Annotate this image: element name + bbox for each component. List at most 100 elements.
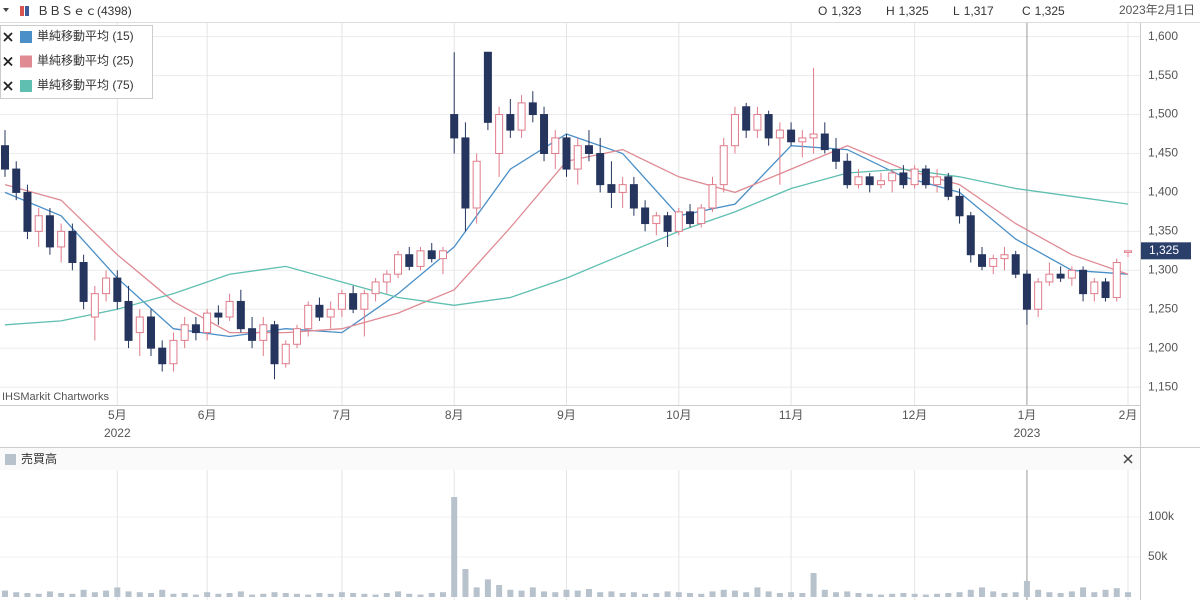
- volume-bar: [103, 590, 110, 597]
- ohlc-value: 1,317: [964, 4, 994, 18]
- candle-body: [1011, 254, 1020, 275]
- legend-remove[interactable]: [3, 56, 13, 67]
- volume-bar: [1080, 587, 1087, 597]
- volume-bar: [619, 593, 626, 597]
- candle-body: [1067, 269, 1076, 279]
- ohlc-value: 1,325: [1035, 4, 1065, 18]
- volume-bar: [1068, 591, 1075, 597]
- volume-bar: [889, 593, 896, 597]
- candle-body: [697, 207, 706, 225]
- y-tick-label: 1,400: [1148, 185, 1178, 199]
- volume-bar: [821, 589, 828, 597]
- volume-bar: [462, 569, 469, 597]
- candle-body: [225, 300, 234, 318]
- volume-bar: [125, 591, 132, 597]
- candle-body: [472, 160, 481, 209]
- candle-body: [787, 129, 796, 143]
- volume-bar: [249, 594, 256, 597]
- candle-body: [641, 207, 650, 225]
- volume-bar: [653, 593, 660, 597]
- candle-body: [124, 300, 133, 341]
- volume-bar: [541, 591, 548, 597]
- candle-body: [371, 281, 380, 295]
- year-label: 2023: [1014, 426, 1041, 440]
- legend-swatch: [20, 55, 32, 68]
- candle-body: [259, 324, 268, 341]
- volume-bar: [990, 591, 997, 597]
- volume-bar: [226, 593, 233, 597]
- y-tick-label: 1,450: [1148, 146, 1178, 160]
- volume-bar: [46, 591, 53, 597]
- volume-bar: [69, 593, 76, 597]
- candle-body: [540, 114, 549, 154]
- close-button[interactable]: [1123, 454, 1133, 464]
- volume-bar: [731, 590, 738, 597]
- candle-body: [483, 51, 492, 123]
- volume-bar: [237, 591, 244, 597]
- legend-remove[interactable]: [3, 32, 13, 42]
- candle-body: [1000, 254, 1009, 260]
- volume-bar: [979, 587, 986, 597]
- x-tick-label: 6月: [198, 408, 217, 422]
- candle-body: [1124, 250, 1132, 253]
- candle-body: [1056, 273, 1065, 279]
- candle-body: [68, 230, 77, 264]
- ohlc-value: 1,323: [831, 4, 861, 18]
- candle-body: [966, 215, 975, 256]
- candle-body: [416, 250, 425, 267]
- candle-body: [573, 145, 582, 170]
- volume-bar: [1046, 592, 1053, 597]
- candle-body: [427, 250, 436, 260]
- volume-bar: [833, 592, 840, 597]
- volume-bar: [664, 591, 671, 597]
- candle-body: [438, 250, 447, 260]
- candle-body: [326, 308, 335, 318]
- volume-bar: [136, 592, 143, 597]
- candle-body: [551, 137, 560, 154]
- candle-body: [1090, 281, 1099, 295]
- candle-body: [674, 211, 683, 232]
- candle-body: [506, 114, 515, 131]
- volume-bar: [922, 594, 929, 597]
- candle-body: [34, 215, 43, 232]
- volume-bar: [192, 594, 199, 597]
- candle-body: [618, 184, 627, 193]
- volume-bar: [282, 593, 289, 597]
- volume-bar: [911, 593, 918, 597]
- candle-body: [304, 304, 313, 330]
- candle-body: [495, 114, 504, 154]
- legend-label: 単純移動平均 (15): [37, 29, 134, 43]
- volume-bar: [507, 589, 514, 597]
- candle-body: [12, 168, 21, 193]
- ohlc-key: L: [953, 4, 960, 18]
- volume-bar: [439, 592, 446, 597]
- candle-body: [113, 277, 122, 302]
- volume-title: 売買高: [21, 451, 57, 466]
- candle-body: [45, 215, 54, 248]
- candle-body: [596, 152, 605, 186]
- volume-bar: [552, 592, 559, 597]
- volume-header: [0, 448, 1140, 470]
- y-tick-label: 1,250: [1148, 301, 1178, 315]
- candle-body: [764, 114, 773, 139]
- candle-body: [899, 172, 908, 186]
- candle-body: [1034, 281, 1043, 310]
- volume-bar: [675, 592, 682, 597]
- candle-body: [517, 102, 526, 131]
- candle-body: [248, 328, 257, 341]
- volume-bar: [13, 592, 20, 597]
- menu-icon[interactable]: [3, 8, 9, 12]
- volume-bar: [776, 593, 783, 597]
- y-tick-label: 1,150: [1148, 379, 1178, 393]
- volume-bar: [799, 593, 806, 597]
- x-tick-label: 2月: [1119, 408, 1138, 422]
- legend-remove[interactable]: [3, 81, 13, 91]
- volume-bar: [900, 593, 907, 597]
- candle-body: [382, 273, 391, 283]
- candle-body: [23, 191, 32, 232]
- candle-body: [652, 215, 661, 225]
- x-tick-label: 7月: [333, 408, 352, 422]
- volume-bar: [720, 589, 727, 597]
- candle-body: [719, 145, 728, 186]
- candle-body: [562, 137, 571, 170]
